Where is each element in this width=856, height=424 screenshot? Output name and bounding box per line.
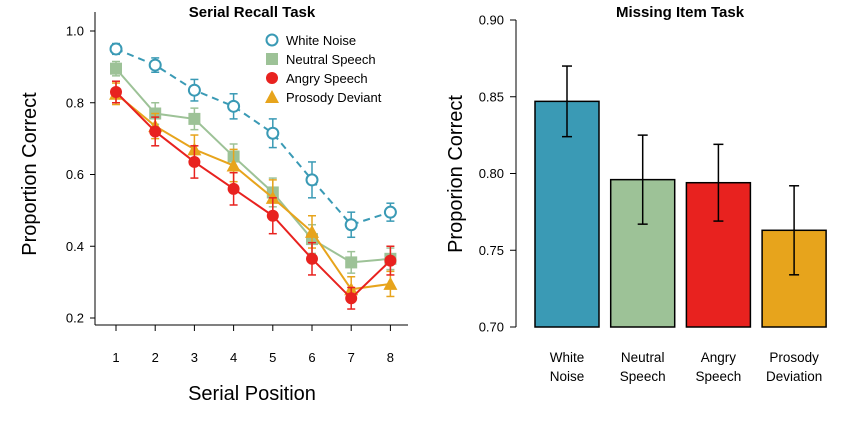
x-tick-label: 1	[112, 350, 119, 365]
data-point	[110, 85, 122, 98]
y-tick-label: 1.0	[66, 24, 84, 39]
y-tick-label: 0.85	[479, 89, 504, 104]
missing-item-chart: Missing Item Task 0.70 0.75 0.80 0.85 0.90 W…	[445, 4, 827, 384]
data-point	[149, 125, 162, 138]
legend-item: White Noise	[265, 33, 356, 48]
series-line	[115, 68, 391, 264]
series-line	[115, 48, 391, 226]
x-tick-label: 5	[269, 350, 276, 365]
missing-item-title: Missing Item Task	[616, 4, 745, 21]
data-point	[266, 209, 279, 222]
y-tick-label: 0.6	[66, 167, 84, 182]
series-line	[115, 91, 392, 300]
legend-swatch	[266, 53, 278, 65]
data-point	[344, 218, 358, 232]
bar-white-noise	[534, 65, 600, 328]
legend-label: Prosody Deviant	[286, 90, 382, 105]
legend-swatch	[265, 90, 279, 103]
y-tick-label: 0.4	[66, 239, 84, 254]
data-point	[266, 126, 280, 140]
x-tick-label: 2	[152, 350, 159, 365]
x-tick-label: 7	[348, 350, 355, 365]
data-point	[305, 173, 319, 187]
serial-recall-y-label: Proportion Correct	[19, 92, 41, 256]
data-point	[227, 99, 241, 113]
series-white-noise	[109, 42, 397, 239]
data-point	[384, 254, 397, 267]
series-line	[115, 93, 391, 291]
x-tick-label: 4	[230, 350, 237, 365]
y-tick-label: 0.90	[479, 13, 504, 28]
missing-item-y-label: Proporion Correct	[445, 95, 467, 253]
bar-prosody	[761, 185, 827, 328]
x-tick-label: 3	[191, 350, 198, 365]
category-label: Angry	[701, 350, 737, 365]
series-angry-speech	[110, 80, 397, 310]
legend-swatch	[265, 33, 279, 47]
serial-recall-x-label: Serial Position	[188, 383, 316, 405]
data-point	[305, 224, 319, 238]
y-tick-label: 0.2	[66, 311, 84, 326]
data-point	[148, 58, 162, 72]
bar-neutral-speech	[609, 134, 676, 328]
bar-angry-speech	[685, 143, 752, 328]
legend-label: Neutral Speech	[286, 52, 376, 67]
legend-item: Angry Speech	[266, 71, 368, 86]
legend-label: Angry Speech	[286, 71, 368, 86]
category-label: Neutral	[621, 350, 665, 365]
data-point	[187, 83, 201, 97]
legend-item: Neutral Speech	[266, 52, 376, 67]
serial-recall-chart: Serial Recall Task 0.2 0.4 0.6 0.8 1.0 1 2 3 4 5…	[19, 4, 408, 405]
data-point	[383, 276, 398, 290]
category-label: White	[550, 350, 585, 365]
data-point	[345, 256, 358, 269]
data-point	[227, 182, 240, 195]
legend-swatch	[266, 72, 278, 84]
data-point	[188, 112, 201, 125]
data-point	[188, 155, 201, 168]
y-tick-label: 0.75	[479, 243, 504, 258]
category-label: Prosody	[769, 350, 819, 365]
data-point	[109, 42, 123, 56]
data-point	[383, 205, 397, 219]
category-label: Speech	[620, 369, 666, 384]
y-tick-label: 0.70	[479, 320, 504, 335]
data-point	[345, 292, 358, 305]
serial-recall-title: Serial Recall Task	[189, 4, 316, 21]
legend-label: White Noise	[286, 33, 356, 48]
data-point	[226, 158, 241, 172]
category-label: Speech	[696, 369, 742, 384]
y-tick-label: 0.80	[479, 166, 504, 181]
data-point	[110, 62, 122, 75]
category-label: Deviation	[766, 369, 822, 384]
x-tick-label: 6	[308, 350, 315, 365]
data-point	[306, 252, 318, 265]
legend-item: Prosody Deviant	[265, 90, 382, 105]
category-label: Noise	[550, 369, 585, 384]
bar	[534, 100, 600, 328]
y-tick-label: 0.8	[66, 95, 84, 110]
x-tick-label: 8	[387, 350, 394, 365]
